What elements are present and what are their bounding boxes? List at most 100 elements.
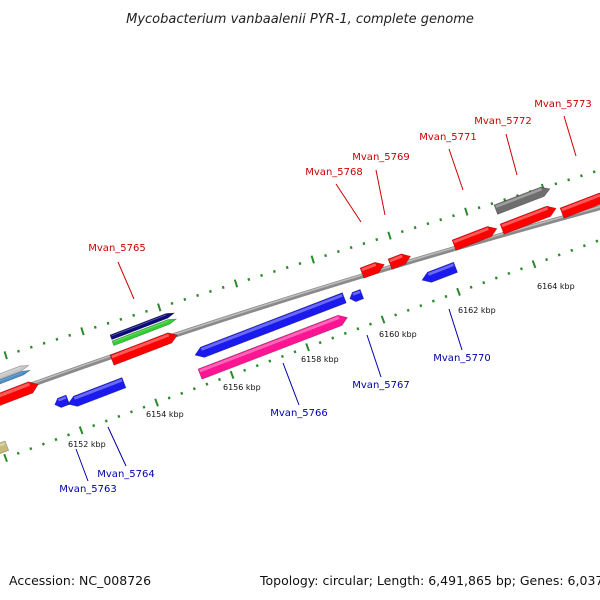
gene-arrow-mvan-5773[interactable]	[559, 190, 600, 219]
tick-row-forward-tick	[119, 317, 123, 321]
tick-row-forward-tick	[29, 345, 33, 349]
gene-arrow-mvan-5766[interactable]	[193, 292, 347, 361]
gene-label-mvan-5773[interactable]: Mvan_5773	[534, 99, 591, 110]
gene-leader-line	[375, 169, 386, 216]
gene-label-mvan-5765[interactable]: Mvan_5765	[88, 243, 145, 254]
gene-leader-line	[448, 148, 464, 191]
tick-row-reverse-tick	[243, 368, 247, 372]
gene-arrow-left-steel[interactable]	[0, 368, 31, 387]
tick-row-forward-tick	[68, 333, 72, 337]
gene-features	[0, 184, 600, 455]
gene-arrow-mvan-5763[interactable]	[53, 394, 71, 409]
scale-label: 6158 kbp	[301, 355, 339, 364]
tick-row-forward-tick	[387, 231, 392, 240]
gene-leader-line	[282, 362, 300, 406]
tick-row-reverse-tick	[331, 336, 335, 340]
tick-row-reverse-tick	[431, 299, 435, 303]
tick-row-forward-tick	[145, 309, 148, 313]
tick-row-reverse-tick	[255, 364, 259, 368]
tick-row-forward-tick	[336, 249, 340, 254]
tick-row-reverse-tick	[369, 322, 372, 326]
gene-arrow-mvan-5772-gray[interactable]	[493, 184, 552, 215]
genome-title: Mycobacterium vanbaalenii PYR-1, complet…	[126, 12, 474, 27]
gene-arrow-mvan-5765-navy[interactable]	[109, 311, 176, 341]
tick-row-forward-tick	[170, 301, 174, 305]
gene-arrow-mvan-5767[interactable]	[348, 288, 365, 303]
tick-row-forward-tick	[3, 351, 8, 360]
tick-row-forward-tick	[233, 279, 239, 288]
tick-row-reverse-tick	[482, 281, 486, 285]
tick-row-reverse-tick	[356, 327, 360, 331]
topology-text: Topology: circular; Length: 6,491,865 bp…	[260, 573, 600, 588]
tick-row-forward-tick	[93, 325, 97, 329]
gene-label-mvan-5772[interactable]: Mvan_5772	[474, 116, 531, 127]
tick-row-reverse-tick	[205, 382, 209, 386]
tick-row-reverse-tick	[16, 451, 20, 455]
tick-row-reverse-tick	[469, 285, 473, 289]
gene-label-mvan-5771[interactable]: Mvan_5771	[419, 132, 476, 143]
tick-row-reverse-tick	[67, 433, 71, 437]
gene-arrow-mvan-5769[interactable]	[387, 251, 412, 270]
tick-row-reverse-tick	[380, 315, 386, 324]
tick-row-forward-tick	[554, 182, 558, 186]
tick-row-reverse-tick	[595, 239, 599, 243]
gene-arrow-mvan-5765-red[interactable]	[109, 330, 179, 366]
gene-arrow-mvan-5770[interactable]	[420, 261, 458, 285]
gene-arrow-mvan-5766-pink[interactable]	[197, 312, 349, 380]
tick-row-reverse-tick	[154, 398, 159, 407]
tick-row-reverse-tick	[406, 308, 410, 312]
tick-row-reverse-tick	[92, 424, 96, 428]
tick-row-reverse-tick	[531, 260, 537, 269]
scale-label: 6162 kbp	[458, 306, 496, 315]
gene-label-mvan-5769[interactable]: Mvan_5769	[352, 152, 409, 163]
gene-label-mvan-5768[interactable]: Mvan_5768	[305, 167, 362, 178]
tick-row-forward-tick	[106, 321, 110, 325]
gene-label-mvan-5766[interactable]: Mvan_5766	[270, 408, 327, 419]
tick-row-reverse-tick	[167, 396, 171, 400]
gene-arrow-mvan-5768[interactable]	[359, 259, 386, 279]
scale-label: 6164 kbp	[537, 282, 575, 291]
tick-row-forward-tick	[490, 202, 494, 206]
tick-row-reverse-tick	[582, 244, 586, 248]
tick-row-forward-tick	[285, 265, 289, 270]
tick-row-forward-tick	[298, 261, 302, 266]
tick-row-forward-tick	[439, 218, 443, 222]
gene-arrow-mvan-5771[interactable]	[451, 224, 499, 251]
gene-arrow-left-silver[interactable]	[0, 363, 30, 382]
tick-row-forward-tick	[375, 238, 379, 242]
tick-row-reverse-tick	[419, 304, 423, 308]
tick-row-reverse-tick	[557, 253, 561, 257]
tick-row-forward-tick	[567, 178, 571, 182]
gene-label-mvan-5770[interactable]: Mvan_5770	[433, 353, 490, 364]
tick-row-reverse-tick	[54, 437, 58, 442]
genome-backbone-highlight	[0, 205, 600, 397]
tick-row-reverse-tick	[192, 387, 196, 391]
gene-leader-line	[366, 334, 382, 378]
gene-callouts: 6152 kbp 6154 kbp 6156 kbp 6158 kbp 6160 kbp…	[59, 99, 591, 495]
tick-row-reverse-tick	[318, 341, 322, 345]
tick-row-forward-tick	[400, 230, 404, 234]
tick-rows	[3, 170, 599, 463]
tick-row-reverse-tick	[305, 343, 310, 352]
gene-label-mvan-5764[interactable]: Mvan_5764	[97, 469, 154, 480]
tick-row-forward-tick	[503, 198, 507, 202]
tick-row-reverse-tick	[41, 442, 45, 446]
gene-label-mvan-5763[interactable]: Mvan_5763	[59, 484, 116, 495]
gene-leader-line	[117, 261, 135, 300]
gene-arrow-mvan-5765-green[interactable]	[111, 317, 178, 347]
tick-row-reverse-tick	[456, 287, 461, 296]
tick-row-forward-tick	[42, 341, 46, 345]
gene-arrow-left-red[interactable]	[0, 379, 40, 407]
gene-arrow-mvan-5764[interactable]	[66, 377, 127, 409]
tick-row-forward-tick	[426, 222, 430, 226]
gene-label-mvan-5767[interactable]: Mvan_5767	[352, 380, 409, 391]
tick-row-reverse-tick	[129, 410, 133, 414]
tick-row-forward-tick	[221, 285, 225, 290]
gene-arrow-left-khaki[interactable]	[0, 440, 10, 455]
tick-row-forward-tick	[413, 226, 417, 230]
tick-row-forward-tick	[362, 242, 366, 246]
scale-label: 6152 kbp	[68, 440, 106, 449]
gene-arrow-mvan-5772[interactable]	[499, 203, 558, 235]
scale-label: 6156 kbp	[223, 383, 261, 392]
tick-row-reverse-tick	[507, 271, 511, 276]
